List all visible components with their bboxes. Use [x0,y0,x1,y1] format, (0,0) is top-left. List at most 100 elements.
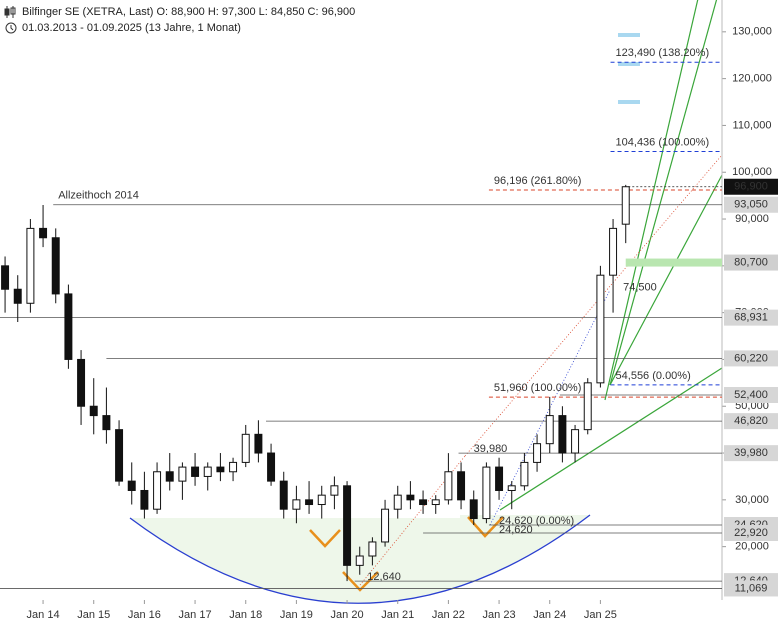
candle-body [355,555,364,566]
candle-body [571,429,580,454]
y-tick-label: 50,000 [735,400,769,412]
candle-body [482,466,491,520]
candle-body [305,499,314,506]
level-label: 11,069 [735,582,768,594]
x-tick-label: Jan 16 [128,609,161,621]
level-box [724,309,778,326]
targets [618,33,640,104]
y-tick-label: 130,000 [732,26,772,38]
fib-label: 54,556 (0.00%) [616,370,691,382]
candle-body [254,433,263,454]
x-tick-label: Jan 23 [483,609,516,621]
candle-body [469,499,478,520]
candle-body [178,466,187,482]
y-tick-label: 30,000 [735,494,769,506]
candle-body [191,466,200,477]
candle-body [393,494,402,510]
candle-body [444,471,453,501]
candle-body [583,382,592,431]
level-label: 93,050 [734,199,768,211]
candle-body [507,485,516,491]
candle-body [140,489,149,510]
x-tick-label: Jan 19 [280,609,313,621]
candle-body [330,485,339,496]
candle-body [13,288,22,304]
x-tick-label: Jan 17 [179,609,212,621]
candle-body [495,466,504,491]
candle-body [115,429,124,482]
level-label: 39,980 [734,447,768,459]
candle-body [533,443,542,463]
candle-body [419,499,428,506]
candle-body [216,466,225,473]
y-tick-label: 120,000 [732,73,772,85]
candle-body [558,415,567,454]
fib-label: 74,500 [623,281,657,293]
candle-body [89,405,98,417]
subheader: 01.03.2013 - 01.09.2025 (13 Jahre, 1 Mon… [22,22,241,34]
level-label: 60,220 [734,352,768,364]
candle-body [292,499,301,510]
level-box [724,178,778,195]
candle-body [127,480,136,491]
candle-body [1,265,10,290]
level-box [724,196,778,213]
candle-body [317,494,326,506]
candle-body [596,274,605,384]
candle-body [165,471,174,482]
candle-body [520,461,529,487]
x-tick-label: Jan 18 [229,609,262,621]
level-box [724,445,778,462]
candle-body [229,461,238,473]
candle-body [203,466,212,477]
x-tick-label: Jan 24 [533,609,566,621]
fib-label: 123,490 (138.20%) [616,47,710,59]
level-box [724,580,778,597]
fib-label: 39,980 [474,443,508,455]
candle-body [77,358,86,407]
candle-body [368,541,377,557]
x-tick-label: Jan 15 [77,609,110,621]
candle-body [545,415,554,445]
level-label: 46,820 [734,415,768,427]
y-tick-label: 90,000 [735,213,769,225]
x-tick-label: Jan 21 [381,609,414,621]
level-zone [625,258,722,267]
fib-label: 96,196 (261.80%) [494,175,581,187]
candle-body [431,499,440,506]
candle-body [343,485,352,566]
fib-label: 24,620 (0.00%) [499,515,574,527]
candle-body [609,227,618,276]
level-label: 52,400 [734,389,768,401]
fib-label: 51,960 (100.00%) [494,382,581,394]
level-label: 68,931 [734,312,768,324]
candle-body [279,480,288,510]
level-label: 80,700 [734,256,768,268]
candle-body [457,471,466,501]
x-tick-label: Jan 14 [27,609,60,621]
header: Bilfinger SE (XETRA, Last) O: 88,900 H: … [22,6,355,18]
level-box [724,254,778,271]
candle-body [267,452,276,482]
fib-label: 24,620 [499,524,533,536]
fib-label: 12,640 [367,571,401,583]
y-tick-label: 20,000 [735,541,769,553]
level-box [724,524,778,541]
level-box [724,387,778,404]
level-label: 22,920 [734,527,768,539]
candle-body [26,227,35,304]
y-tick-label: 110,000 [733,119,772,131]
candle-body [381,508,390,543]
level-label: 96,900 [734,181,768,193]
dotted-line [489,289,611,526]
candle-body [406,494,415,501]
candle-body [241,433,250,463]
x-tick-label: Jan 22 [432,609,465,621]
level-box [724,413,778,430]
candle-body [621,186,630,225]
x-tick-label: Jan 20 [331,609,364,621]
candle-body [102,415,111,431]
candle-body [153,471,162,510]
level-box [724,350,778,367]
